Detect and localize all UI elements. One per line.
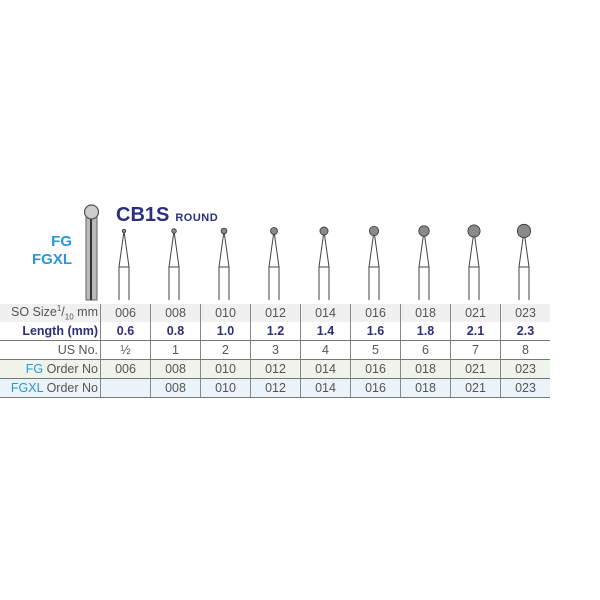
row-fgxl-order: FGXL Order No 008 010 012 014 016 018 021 023 [0,378,550,398]
cell-fgxl: 014 [300,378,351,398]
cell-fg: 018 [400,359,451,379]
cell-iso: 016 [350,304,401,322]
cell-fg: 010 [200,359,251,379]
system-fgxl: FGXL [32,251,72,268]
row-length: Length (mm) 0.6 0.8 1.0 1.2 1.4 1.6 1.8 2.1 2.3 [0,322,550,341]
cell-length: 0.6 [100,322,151,341]
cell-us: 1 [150,340,201,360]
bur-head [171,228,177,234]
bur-shank [368,230,380,300]
cell-fg: 014 [300,359,351,379]
cell-length: 1.2 [250,322,301,341]
specification-table: SO Size1/10 mm 006 008 010 012 014 016 018 021 02… [0,304,550,398]
cell-fgxl: 008 [150,378,201,398]
cell-iso: 006 [100,304,151,322]
cell-fg: 006 [100,359,151,379]
label-iso: SO Size1/10 mm [0,304,101,322]
cell-us: 4 [300,340,351,360]
cell-fg: 021 [450,359,501,379]
model-code: CB1S [116,204,170,226]
bur-shank [218,230,230,300]
cell-length: 0.8 [150,322,201,341]
row-iso-size: SO Size1/10 mm 006 008 010 012 014 016 018 021 02… [0,304,550,322]
row-us-no: US No. ½ 1 2 3 4 5 6 7 8 [0,340,550,360]
bur-shank [418,230,430,300]
system-fg: FG [51,233,72,250]
bur-head [220,227,228,235]
cell-length: 1.8 [400,322,451,341]
bur-shank [168,230,180,300]
cell-us: 7 [450,340,501,360]
large-bur-head [83,204,100,220]
label-length: Length (mm) [0,322,101,341]
product-title: CB1S ROUND [116,204,218,227]
cell-fgxl: 023 [500,378,550,398]
label-fg: FG Order No [0,359,101,379]
cell-fgxl: 016 [350,378,401,398]
cell-fgxl: 021 [450,378,501,398]
cell-fgxl [100,378,151,398]
cell-fg: 008 [150,359,201,379]
cell-iso: 018 [400,304,451,322]
cell-fg: 012 [250,359,301,379]
cell-us: ½ [100,340,151,360]
bur-head [368,225,380,237]
row-fg-order: FG Order No 006 008 010 012 014 016 018 021 023 [0,359,550,379]
bur-shank [518,230,530,300]
cell-iso: 021 [450,304,501,322]
bur-shank [468,230,480,300]
bur-shank [268,230,280,300]
cell-length: 1.0 [200,322,251,341]
cell-us: 5 [350,340,401,360]
cell-us: 3 [250,340,301,360]
cell-length: 1.6 [350,322,401,341]
bur-head [270,227,278,235]
bur-illustrations [83,204,532,301]
cell-fgxl: 010 [200,378,251,398]
cell-length: 1.4 [300,322,351,341]
shape-label: ROUND [175,212,219,224]
cell-iso: 012 [250,304,301,322]
bur-shank [318,230,330,300]
cell-iso: 008 [150,304,201,322]
cell-iso: 023 [500,304,550,322]
cell-us: 6 [400,340,451,360]
bur-head [418,225,430,237]
bur-shank [118,230,130,300]
cell-fg: 016 [350,359,401,379]
cell-iso: 014 [300,304,351,322]
cell-fg: 023 [500,359,550,379]
cell-fgxl: 018 [400,378,451,398]
bur-head [121,228,127,234]
label-fgxl: FGXL Order No [0,378,101,398]
cell-iso: 010 [200,304,251,322]
cell-fgxl: 012 [250,378,301,398]
bur-head [319,226,329,236]
cell-length: 2.3 [500,322,550,341]
cell-length: 2.1 [450,322,501,341]
bur-head [516,223,532,239]
label-us: US No. [0,340,101,360]
cell-us: 8 [500,340,550,360]
bur-head [467,224,481,238]
cell-us: 2 [200,340,251,360]
